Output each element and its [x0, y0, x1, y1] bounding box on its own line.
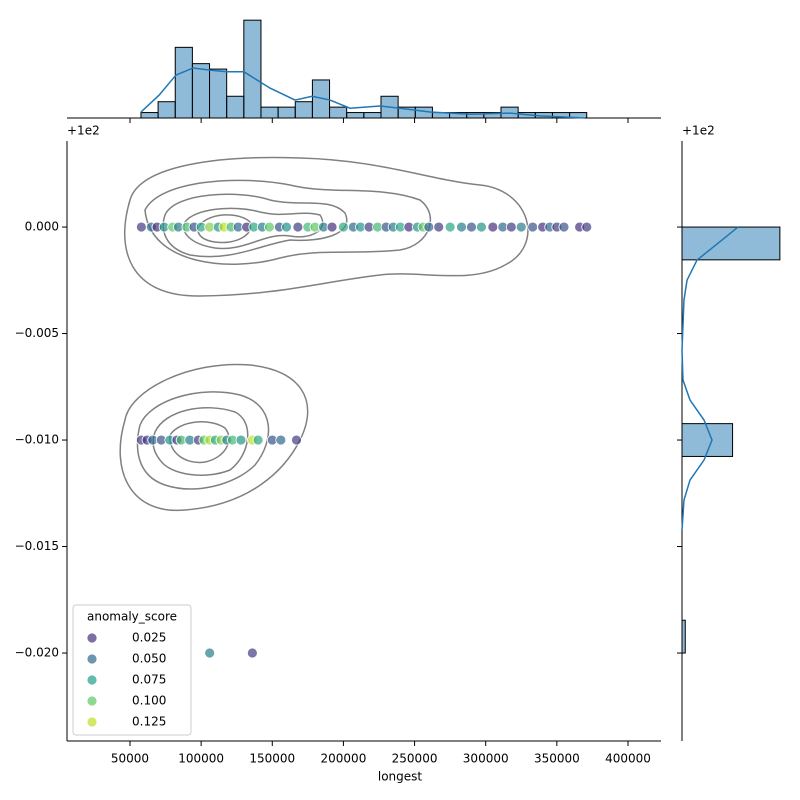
point — [264, 221, 275, 233]
point — [204, 647, 216, 659]
point — [433, 221, 445, 233]
scatter-points — [135, 221, 593, 659]
x-tick-label: 350000 — [534, 752, 580, 766]
point — [423, 221, 435, 233]
hist-bar — [226, 95, 245, 119]
y-offset-text: +1e2 — [67, 124, 100, 138]
legend-label: 0.050 — [132, 652, 166, 666]
hist-bar — [174, 46, 193, 119]
hist-bar — [260, 106, 279, 119]
point — [291, 434, 302, 446]
point — [476, 221, 487, 233]
point — [466, 221, 477, 233]
legend-marker — [86, 716, 98, 728]
point — [252, 434, 264, 446]
point — [135, 221, 147, 233]
point — [275, 434, 287, 446]
y-tick-label: −0.010 — [15, 433, 59, 447]
kde-line — [681, 226, 739, 531]
legend-label: 0.100 — [132, 694, 166, 708]
kde-contour — [136, 391, 270, 490]
legend-label: 0.075 — [132, 673, 166, 687]
legend-marker — [86, 653, 98, 665]
right-offset-text: +1e2 — [682, 124, 715, 138]
legend-frame — [72, 604, 192, 736]
point — [505, 221, 517, 233]
hist-bar — [157, 101, 176, 119]
x-axis-label: longest — [378, 770, 423, 784]
point — [292, 221, 304, 233]
legend-label: 0.125 — [132, 715, 166, 729]
hist-bar — [311, 79, 331, 119]
x-tick-label: 250000 — [392, 752, 438, 766]
legend-title: anomaly_score — [87, 610, 177, 624]
legend-marker — [86, 632, 98, 644]
kde-contour — [123, 156, 529, 297]
kde-contour — [197, 214, 252, 244]
hist-bar — [294, 101, 313, 119]
hist-bar — [277, 106, 296, 119]
kde-contour — [152, 407, 249, 476]
kde-contours — [119, 156, 529, 512]
point — [515, 221, 527, 233]
hist-bar — [140, 112, 159, 119]
point — [456, 221, 467, 233]
point — [581, 221, 593, 233]
x-tick-label: 200000 — [321, 752, 367, 766]
legend-marker — [86, 695, 98, 707]
y-tick-label: −0.005 — [15, 326, 59, 340]
point — [246, 647, 258, 659]
legend-marker — [86, 674, 98, 686]
hist-bar — [191, 63, 211, 119]
point — [444, 221, 456, 233]
kde-line — [140, 67, 586, 119]
x-tick-label: 300000 — [463, 752, 509, 766]
hist-bar — [243, 19, 262, 119]
hist-bar — [346, 112, 365, 119]
hist-bar — [681, 619, 686, 654]
kde-contour — [183, 207, 324, 250]
legend: anomaly_score 0.025 0.050 0.075 0.100 0.125 — [72, 604, 192, 736]
x-tick-label: 150000 — [249, 752, 295, 766]
y-tick-label: −0.015 — [15, 539, 59, 553]
x-tick-label: 400000 — [605, 752, 651, 766]
point — [235, 434, 247, 446]
point — [338, 221, 349, 233]
hist-bar — [209, 68, 228, 119]
y-tick-label: −0.020 — [15, 646, 59, 660]
x-tick-label: 50000 — [111, 752, 149, 766]
point — [487, 221, 499, 233]
point — [326, 221, 338, 233]
y-tick-label: 0.000 — [25, 220, 59, 234]
hist-bar — [363, 112, 382, 119]
legend-label: 0.025 — [132, 631, 166, 645]
point — [281, 221, 292, 233]
hist-bar — [329, 106, 348, 119]
point — [558, 221, 570, 233]
point — [527, 221, 539, 233]
x-tick-label: 100000 — [178, 752, 224, 766]
kde-contour — [169, 421, 230, 464]
